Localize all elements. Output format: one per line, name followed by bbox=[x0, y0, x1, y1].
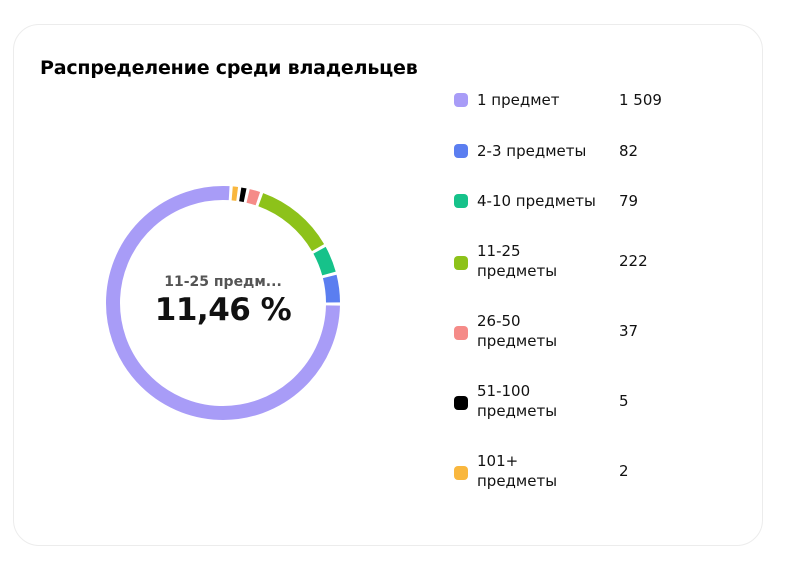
legend-value: 1 509 bbox=[619, 91, 662, 109]
donut-slice-3[interactable] bbox=[313, 246, 336, 276]
legend-label: 26-50 предметы bbox=[477, 312, 558, 350]
donut-slice-2[interactable] bbox=[322, 274, 340, 303]
legend-value: 82 bbox=[619, 142, 639, 160]
legend-swatch bbox=[454, 326, 468, 340]
donut-chart[interactable]: 11-25 предм... 11,46 % bbox=[102, 182, 344, 424]
legend-swatch bbox=[454, 144, 468, 158]
donut-slice-1[interactable] bbox=[106, 186, 340, 420]
legend-label: 1 предмет bbox=[477, 91, 560, 109]
legend-label: 2-3 предметы bbox=[477, 142, 587, 160]
donut-slice-4[interactable] bbox=[258, 193, 325, 252]
legend-label: 11-25 предметы bbox=[477, 242, 558, 280]
legend-value: 37 bbox=[619, 322, 639, 340]
legend-label: 101+ предметы bbox=[477, 452, 558, 490]
donut-slice-6[interactable] bbox=[239, 187, 247, 203]
card-title: Распределение среди владельцев bbox=[40, 57, 418, 79]
donut-slice-7[interactable] bbox=[231, 186, 239, 201]
legend-swatch bbox=[454, 93, 468, 107]
legend-value: 222 bbox=[619, 252, 648, 270]
legend-swatch bbox=[454, 194, 468, 208]
legend-value: 5 bbox=[619, 392, 629, 410]
legend-swatch bbox=[454, 396, 468, 410]
distribution-card: Распределение среди владельцев 11-25 пре… bbox=[13, 24, 763, 546]
legend-label: 4-10 предметы bbox=[477, 192, 596, 210]
donut-slice-5[interactable] bbox=[246, 189, 261, 206]
legend-label: 51-100 предметы bbox=[477, 382, 558, 420]
legend-value: 79 bbox=[619, 192, 639, 210]
legend: 1 предмет 1 509 2-3 предметы 82 4-10 пре… bbox=[454, 25, 754, 545]
legend-value: 2 bbox=[619, 462, 629, 480]
legend-swatch bbox=[454, 466, 468, 480]
legend-swatch bbox=[454, 256, 468, 270]
donut-svg bbox=[106, 186, 340, 420]
